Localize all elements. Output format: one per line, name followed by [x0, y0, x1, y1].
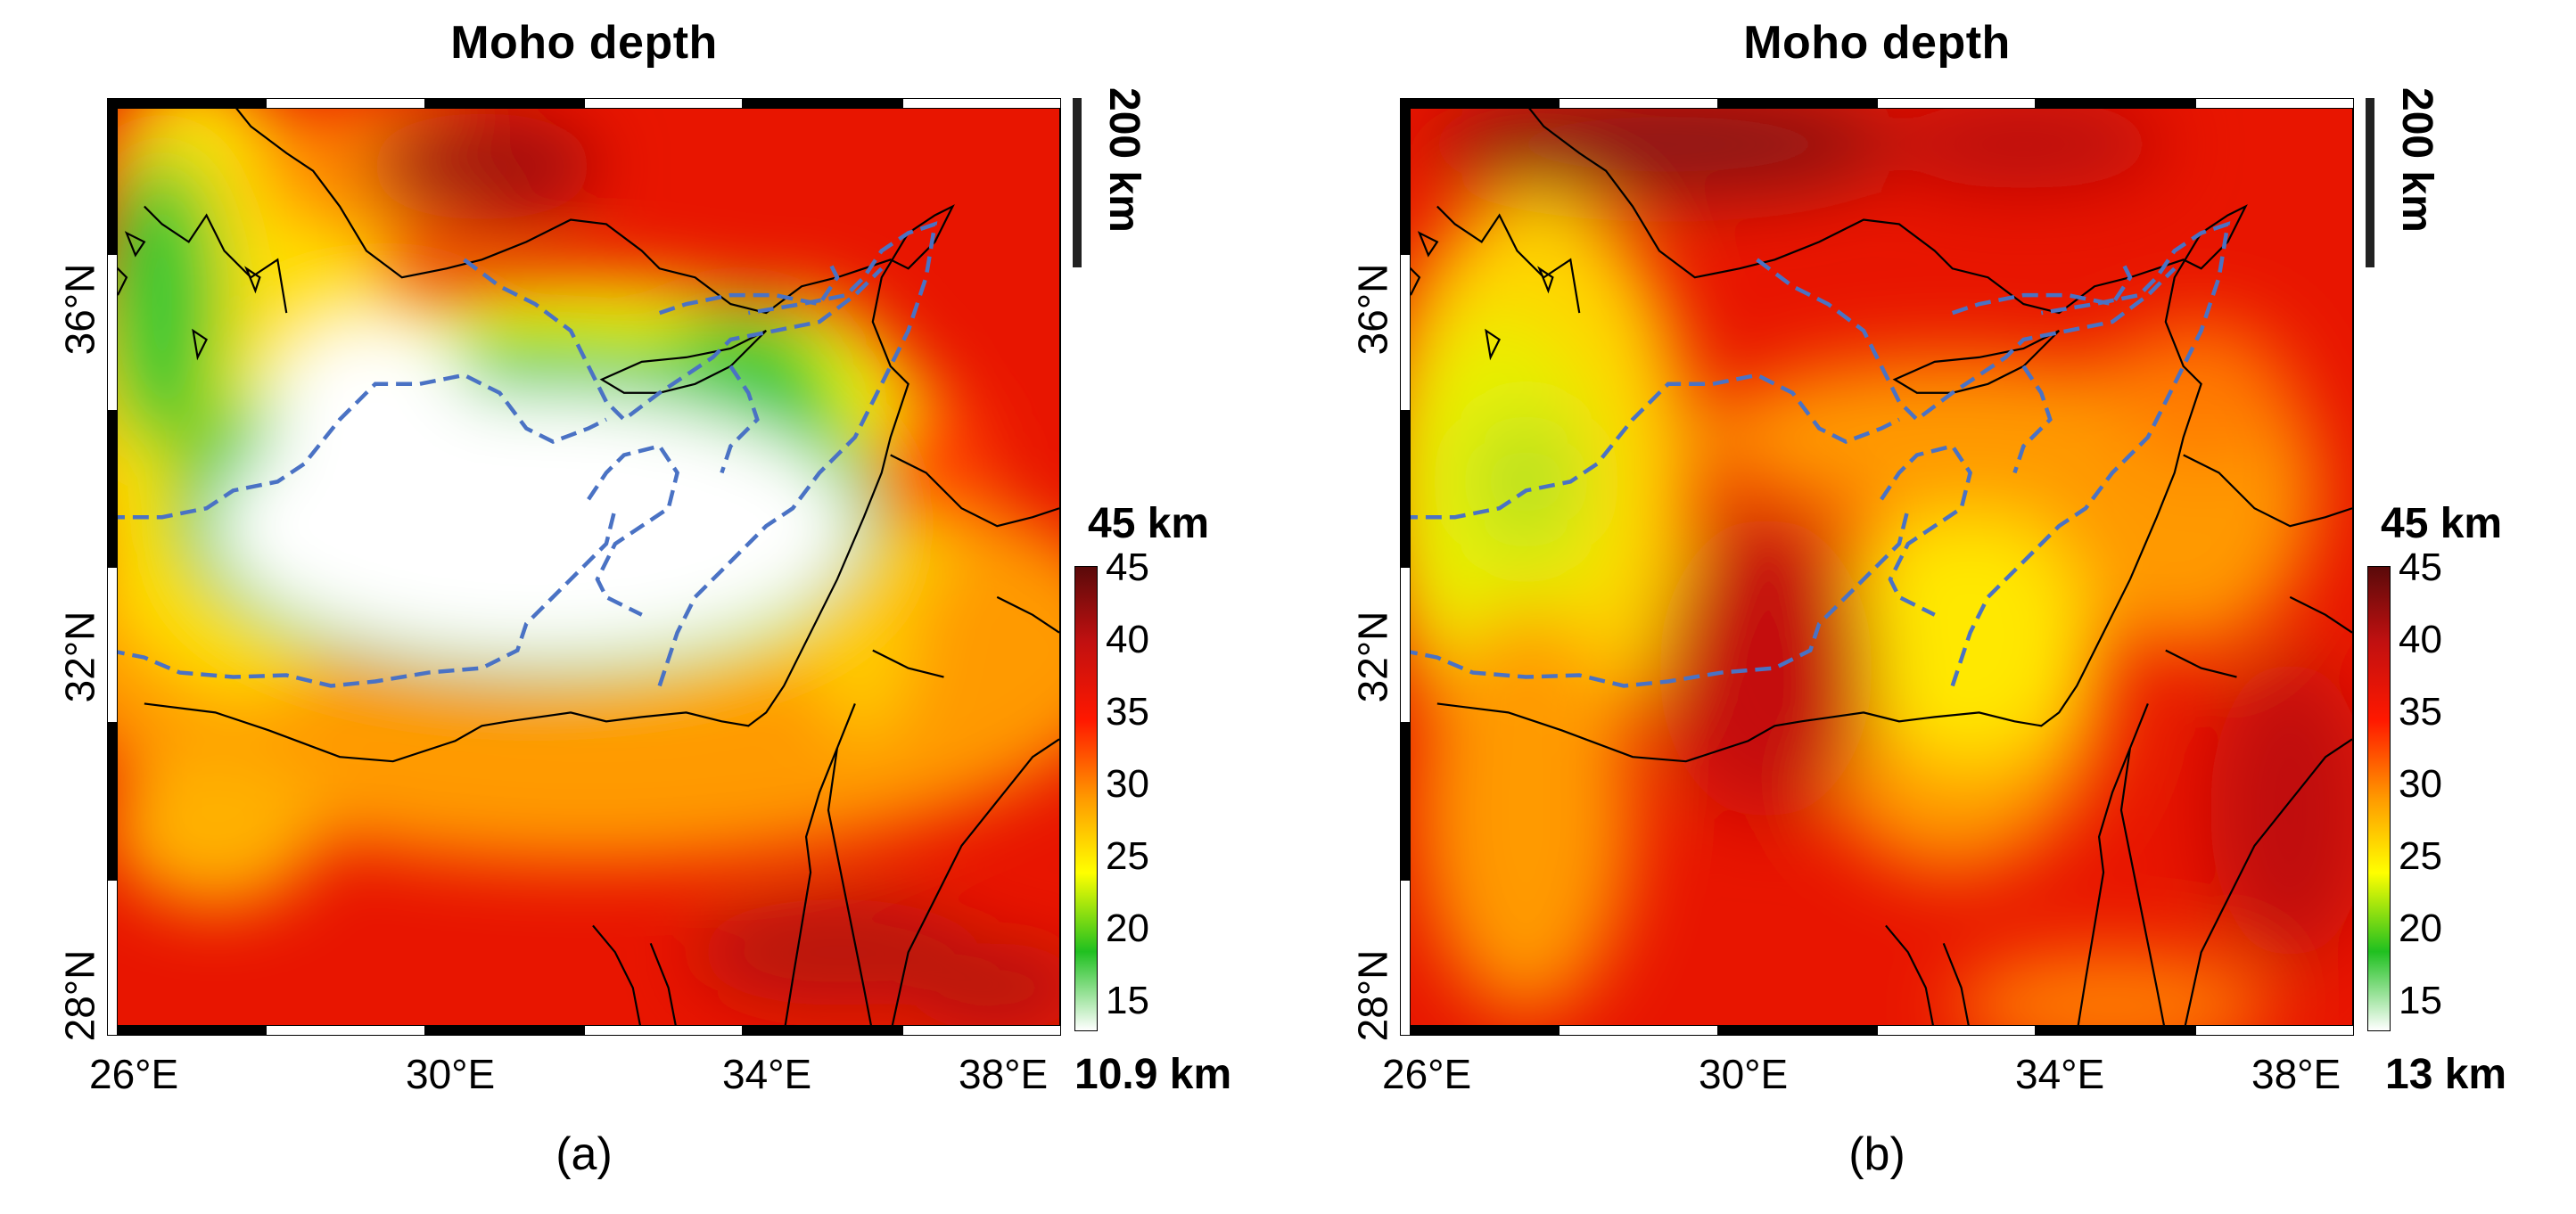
lat-label-32: 32°N — [56, 611, 103, 703]
plate-boundary-b — [1402, 221, 2231, 688]
colorbar-b — [2367, 566, 2391, 1031]
lon-label-30: 30°E — [1699, 1051, 1789, 1097]
coastline-b — [1402, 103, 2352, 1034]
lon-label-26: 26°E — [1382, 1051, 1472, 1097]
lat-label-36: 36°N — [56, 263, 103, 356]
colorbar-tick: 20 — [2399, 906, 2442, 950]
colorbar-min-label-b: 13 km — [2385, 1051, 2507, 1098]
map-frame-bottom-a — [107, 1025, 1061, 1036]
lon-label-34: 34°E — [2015, 1051, 2105, 1097]
colorbar-tick: 30 — [2399, 762, 2442, 806]
lon-label-38: 38°E — [959, 1051, 1049, 1097]
moho-map-b — [1400, 98, 2354, 1036]
panel-a: Moho depth — [56, 17, 1232, 1180]
map-frame-top-b — [1400, 98, 2354, 109]
map-frame-left-a — [107, 98, 118, 1036]
colorbar-max-label-a: 45 km — [1088, 500, 1210, 547]
colorbar-tick: 45 — [1106, 545, 1149, 589]
colorbar-tick: 40 — [2399, 618, 2442, 661]
colorbar-tick: 25 — [2399, 834, 2442, 878]
moho-depth-field-b — [1402, 100, 2352, 1034]
scale-bar-b — [2366, 98, 2374, 267]
scale-bar-a — [1073, 98, 1082, 267]
moho-map-a — [107, 98, 1061, 1036]
lat-label-36: 36°N — [1349, 263, 1396, 356]
lat-label-32: 32°N — [1349, 611, 1396, 703]
scale-bar-label-b: 200 km — [2393, 87, 2440, 233]
moho-depth-field-a — [109, 100, 1059, 1034]
colorbar-tick: 45 — [2399, 545, 2442, 589]
plate-boundary-a — [109, 221, 938, 688]
panel-caption-a: (a) — [556, 1128, 613, 1180]
lon-label-26: 26°E — [89, 1051, 179, 1097]
scale-bar-label-a: 200 km — [1100, 87, 1148, 233]
colorbar-max-label-b: 45 km — [2381, 500, 2503, 547]
lon-label-38: 38°E — [2251, 1051, 2341, 1097]
colorbar-tick: 35 — [1106, 690, 1149, 734]
map-title: Moho depth — [450, 17, 718, 69]
colorbar-a — [1074, 566, 1098, 1031]
colorbar-tick: 25 — [1106, 834, 1149, 878]
map-frame-left-b — [1400, 98, 1411, 1036]
lon-label-30: 30°E — [406, 1051, 496, 1097]
coastline-a — [109, 103, 1059, 1034]
colorbar-tick: 15 — [1106, 979, 1149, 1022]
colorbar-tick: 40 — [1106, 618, 1149, 661]
lon-label-34: 34°E — [722, 1051, 812, 1097]
map-frame-bottom-b — [1400, 1025, 2354, 1036]
panel-b: Moho depth — [1288, 0, 2576, 1214]
panel-caption-b: (b) — [1848, 1128, 1905, 1180]
map-frame-top-a — [107, 98, 1061, 109]
colorbar-tick: 15 — [2399, 979, 2442, 1022]
lat-label-28: 28°N — [1349, 949, 1396, 1042]
colorbar-tick: 20 — [1106, 906, 1149, 950]
lat-label-28: 28°N — [56, 949, 103, 1042]
map-title: Moho depth — [1743, 17, 2011, 69]
colorbar-min-label-a: 10.9 km — [1074, 1051, 1232, 1098]
colorbar-tick: 30 — [1106, 762, 1149, 806]
colorbar-tick: 35 — [2399, 690, 2442, 734]
